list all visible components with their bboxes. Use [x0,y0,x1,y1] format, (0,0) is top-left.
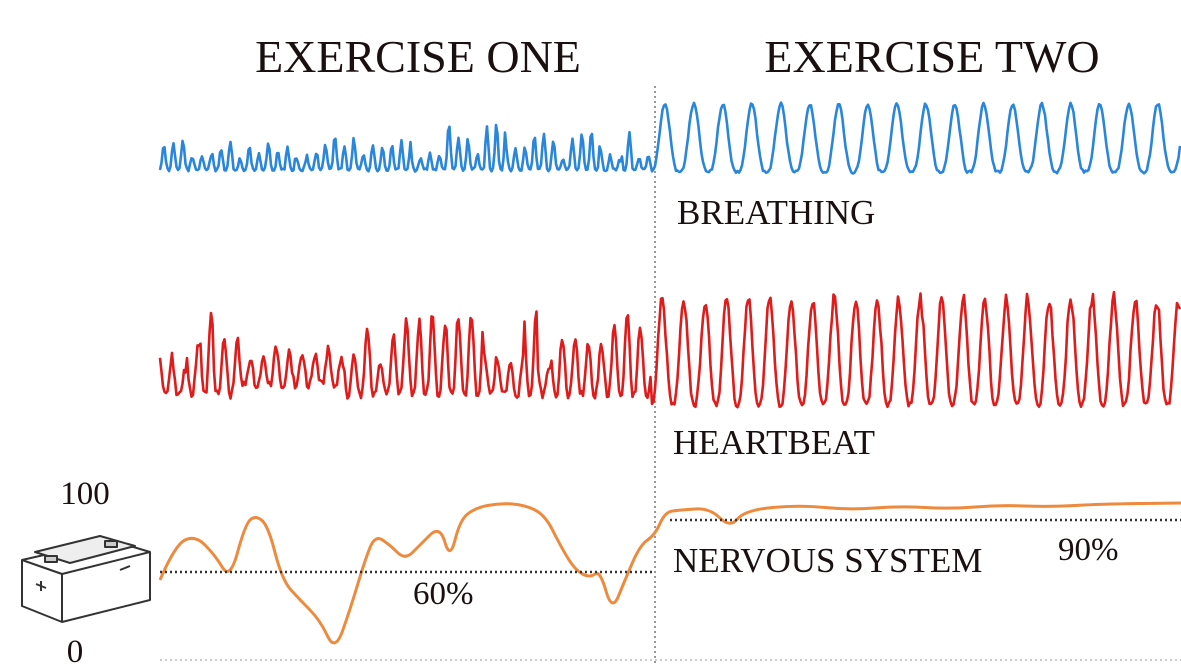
level-one: 60% [413,576,474,612]
battery-icon [21,535,151,623]
right-title: EXERCISE TWO [764,31,1099,82]
breathing-wave [158,101,1181,175]
left-title: EXERCISE ONE [255,31,581,82]
nervous-label: NERVOUS SYSTEM [673,541,982,580]
heartbeat-wave [158,290,1181,409]
scale-top: 100 [60,476,110,512]
breathing-label: BREATHING [677,193,875,232]
level-two: 90% [1058,532,1119,568]
heartbeat-label: HEARTBEAT [673,423,875,462]
scale-bottom: 0 [67,634,84,664]
nervous-wave [158,501,1181,645]
